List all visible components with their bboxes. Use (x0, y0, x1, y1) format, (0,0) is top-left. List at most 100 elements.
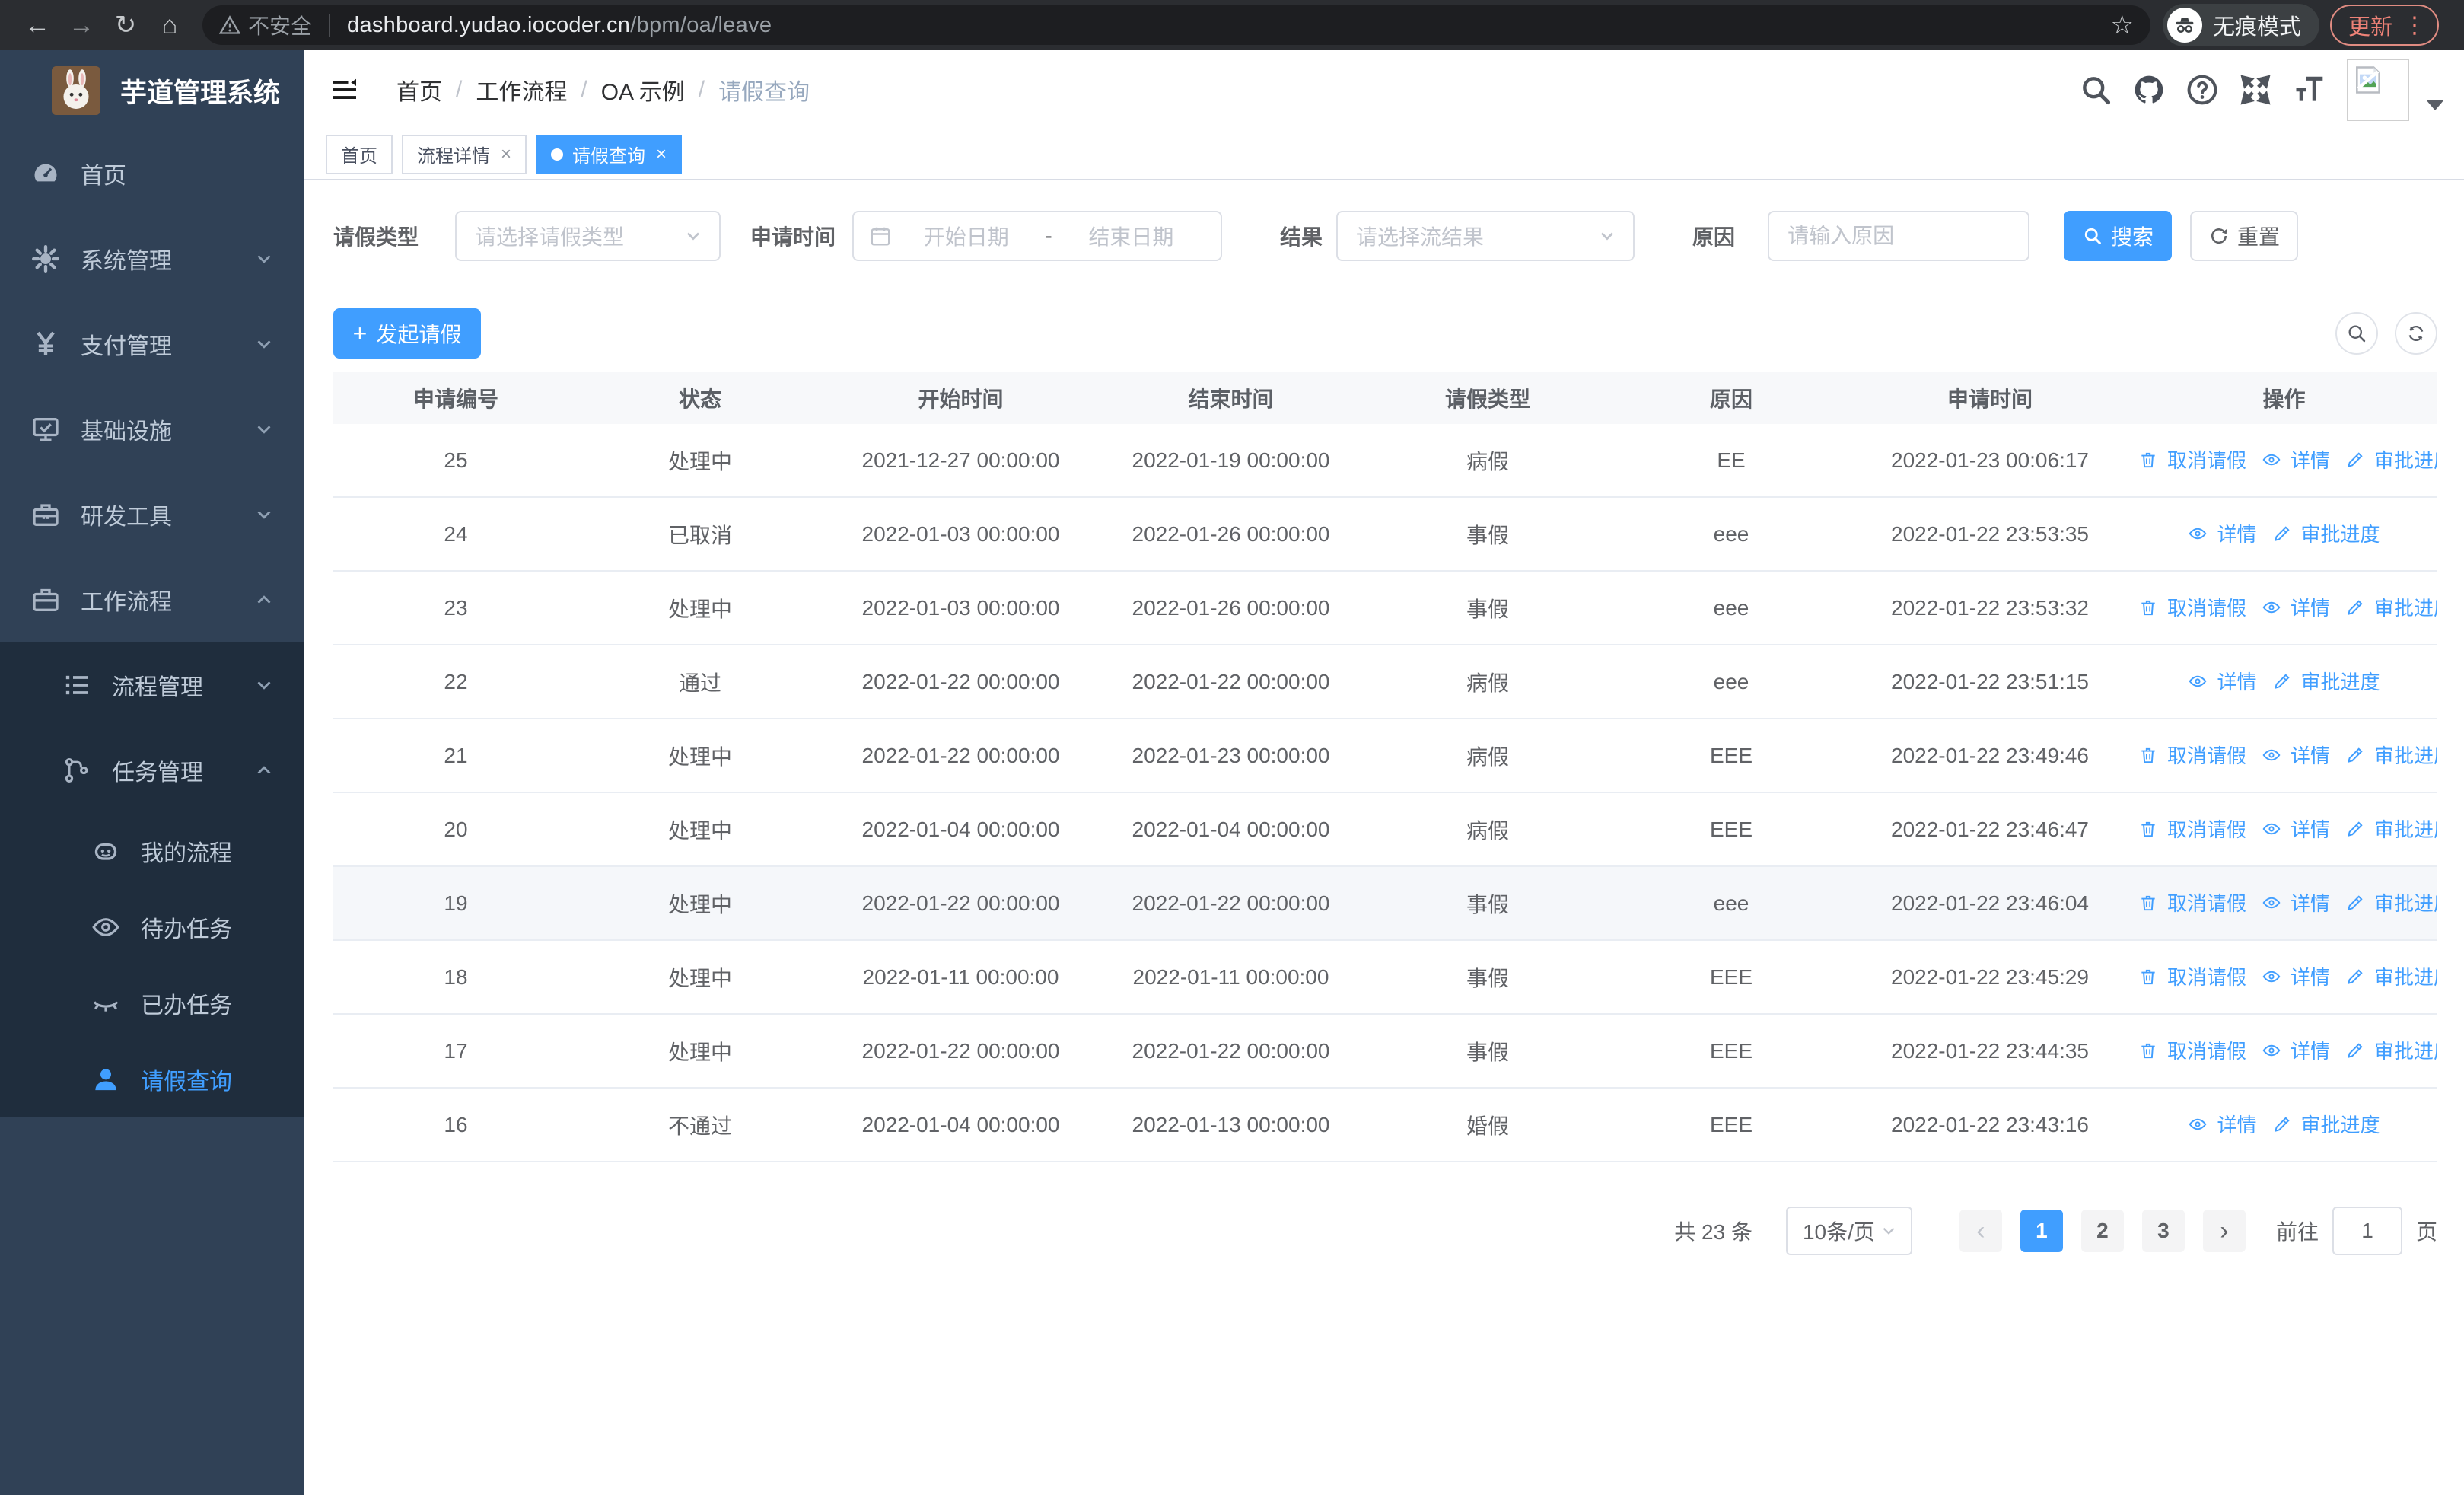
github-icon[interactable] (2132, 73, 2166, 107)
progress-action-link[interactable]: 审批进度 (2345, 1036, 2437, 1064)
detail-action-link[interactable]: 详情 (2262, 1036, 2330, 1064)
refresh-table-button[interactable] (2395, 312, 2437, 355)
progress-action-link[interactable]: 审批进度 (2345, 445, 2437, 473)
active-dot (551, 148, 564, 161)
sidebar-item-leave-query[interactable]: 请假查询 (0, 1041, 304, 1117)
action-label: 详情 (2217, 1114, 2257, 1137)
reload-icon[interactable]: ↻ (114, 11, 137, 40)
fullscreen-icon[interactable] (2239, 73, 2272, 107)
start-date-placeholder[interactable]: 开始日期 (923, 225, 1009, 249)
detail-action-link[interactable]: 详情 (2188, 519, 2257, 547)
table-header-cell: 原因 (1709, 387, 1752, 411)
back-icon[interactable]: ← (24, 10, 50, 40)
cell-id: 22 (444, 669, 468, 693)
cancel-action-link[interactable]: 取消请假 (2138, 593, 2246, 621)
detail-action-link[interactable]: 详情 (2262, 741, 2330, 769)
cancel-action-link[interactable]: 取消请假 (2138, 741, 2246, 769)
cell-id: 24 (444, 521, 468, 546)
table-header-cell: 结束时间 (1188, 387, 1274, 411)
edit-icon (2345, 893, 2370, 913)
tab-home[interactable]: 首页 (326, 134, 393, 174)
detail-action-link[interactable]: 详情 (2262, 962, 2330, 990)
cell-end: 2022-01-13 00:00:00 (1132, 1112, 1330, 1136)
sidebar-item-home[interactable]: 首页 (0, 131, 304, 216)
detail-action-link[interactable]: 详情 (2262, 814, 2330, 843)
page-button-2[interactable]: 2 (2080, 1210, 2124, 1252)
cancel-action-link[interactable]: 取消请假 (2138, 445, 2246, 473)
navbar: 首页 / 工作流程 / OA 示例 / 请假查询 (304, 50, 2464, 129)
home-icon[interactable]: ⌂ (161, 10, 178, 40)
page-button-1[interactable]: 1 (2020, 1210, 2063, 1252)
chevron-down-icon[interactable] (2426, 100, 2444, 110)
logo-row: 芋道管理系统 (0, 50, 304, 131)
trash-icon (2138, 450, 2163, 470)
result-select[interactable]: 请选择流结果 (1336, 211, 1635, 261)
search-icon[interactable] (2079, 73, 2112, 107)
progress-action-link[interactable]: 审批进度 (2272, 519, 2380, 547)
detail-action-link[interactable]: 详情 (2262, 888, 2330, 916)
browser-menu-icon[interactable]: ⋮ (2403, 12, 2427, 38)
detail-action-link[interactable]: 详情 (2188, 1110, 2257, 1138)
sidebar-item-task-mgmt[interactable]: 任务管理 (0, 728, 304, 813)
sidebar-collapse-icon[interactable] (329, 76, 360, 104)
detail-action-link[interactable]: 详情 (2262, 445, 2330, 473)
next-page-button[interactable]: › (2202, 1210, 2246, 1252)
security-label[interactable]: 不安全 (248, 14, 313, 38)
cancel-action-link[interactable]: 取消请假 (2138, 814, 2246, 843)
tab-process-detail[interactable]: 流程详情 × (402, 134, 527, 174)
forward-icon[interactable]: → (68, 10, 94, 40)
avatar[interactable] (2347, 59, 2409, 121)
progress-action-link[interactable]: 审批进度 (2345, 741, 2437, 769)
close-icon[interactable]: × (656, 143, 667, 164)
refresh-icon (2211, 228, 2227, 244)
progress-action-link[interactable]: 审批进度 (2272, 667, 2380, 695)
search-button[interactable]: 搜索 (2064, 211, 2173, 261)
reset-button[interactable]: 重置 (2190, 211, 2299, 261)
cancel-action-link[interactable]: 取消请假 (2138, 1036, 2246, 1064)
tab-leave-query[interactable]: 请假查询 × (536, 134, 683, 174)
sidebar-item-process-mgmt[interactable]: 流程管理 (0, 642, 304, 728)
font-size-icon[interactable] (2292, 73, 2326, 107)
browser-update-button[interactable]: 更新 ⋮ (2330, 5, 2440, 46)
help-icon[interactable] (2185, 73, 2219, 107)
progress-action-link[interactable]: 审批进度 (2345, 814, 2437, 843)
sidebar-item-todo-tasks[interactable]: 待办任务 (0, 889, 304, 965)
cancel-action-link[interactable]: 取消请假 (2138, 888, 2246, 916)
sidebar-item-infrastructure[interactable]: 基础设施 (0, 387, 304, 472)
breadcrumb-item[interactable]: OA 示例 (600, 80, 685, 105)
page-size-select[interactable]: 10条/页 (1785, 1207, 1912, 1255)
cell-status: 处理中 (667, 818, 732, 843)
progress-action-link[interactable]: 审批进度 (2345, 962, 2437, 990)
detail-action-link[interactable]: 详情 (2262, 593, 2330, 621)
address-bar[interactable]: 不安全 dashboard.yudao.iocoder.cn/bpm/oa/le… (202, 5, 2150, 45)
prev-page-button[interactable]: ‹ (1959, 1210, 2002, 1252)
progress-action-link[interactable]: 审批进度 (2345, 593, 2437, 621)
cell-start: 2022-01-22 00:00:00 (861, 669, 1060, 693)
page-button-3[interactable]: 3 (2141, 1210, 2185, 1252)
breadcrumb-item[interactable]: 首页 (396, 80, 442, 105)
end-date-placeholder[interactable]: 结束日期 (1088, 225, 1174, 249)
cancel-action-link[interactable]: 取消请假 (2138, 962, 2246, 990)
chevron-down-icon (253, 247, 275, 270)
reason-input[interactable] (1769, 224, 2029, 248)
sidebar-item-dev-tools[interactable]: 研发工具 (0, 472, 304, 557)
breadcrumb-item[interactable]: 工作流程 (476, 80, 568, 105)
cell-id: 25 (444, 448, 468, 472)
close-icon[interactable]: × (501, 143, 512, 164)
sidebar-item-system[interactable]: 系统管理 (0, 216, 304, 301)
apply-time-range-picker[interactable]: 开始日期 - 结束日期 (852, 211, 1223, 261)
sidebar-item-payment[interactable]: 支付管理 (0, 301, 304, 387)
bookmark-star-icon[interactable]: ☆ (2110, 11, 2134, 40)
sidebar-item-workflow[interactable]: 工作流程 (0, 557, 304, 642)
sidebar-item-done-tasks[interactable]: 已办任务 (0, 965, 304, 1041)
sidebar-item-my-process[interactable]: 我的流程 (0, 813, 304, 889)
progress-action-link[interactable]: 审批进度 (2272, 1110, 2380, 1138)
goto-page-input[interactable] (2332, 1207, 2402, 1255)
create-leave-button[interactable]: + 发起请假 (333, 308, 481, 359)
progress-action-link[interactable]: 审批进度 (2345, 888, 2437, 916)
trash-icon (2138, 745, 2163, 765)
toggle-search-button[interactable] (2335, 312, 2378, 355)
chevron-down-icon (1601, 232, 1614, 241)
leave-type-select[interactable]: 请选择请假类型 (455, 211, 721, 261)
detail-action-link[interactable]: 详情 (2188, 667, 2257, 695)
